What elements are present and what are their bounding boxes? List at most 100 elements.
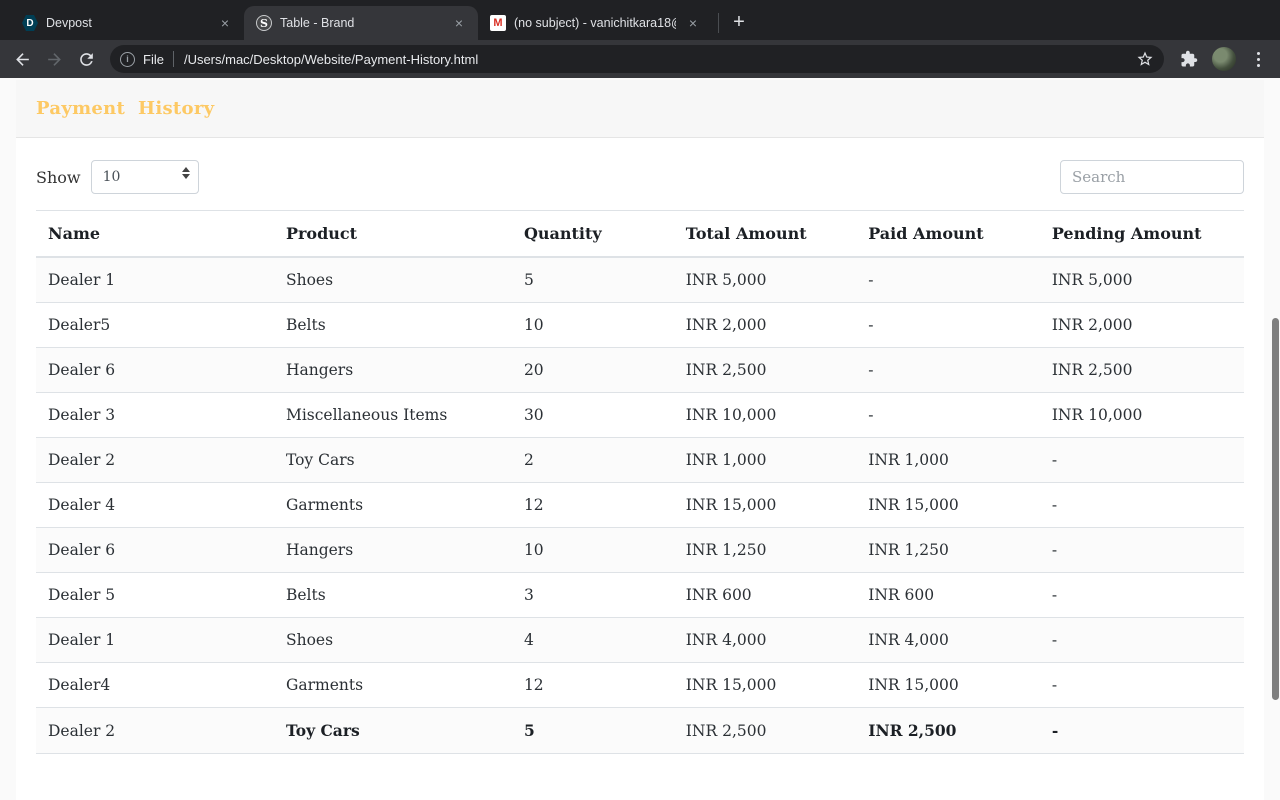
table-cell: Belts [273,302,512,348]
table-cell: INR 2,500 [673,347,857,393]
table-cell: Dealer 1 [36,617,274,663]
table-cell: Dealer 2 [36,437,274,483]
devpost-favicon-icon: D [22,15,38,31]
table-cell: INR 15,000 [673,482,857,528]
reload-button[interactable] [72,45,100,73]
table-cell: - [1039,572,1244,618]
table-cell: INR 2,000 [1039,302,1244,348]
profile-avatar[interactable] [1212,47,1236,71]
table-cell: - [1039,482,1244,528]
table-row: Dealer 1 Shoes 4 INR 4,000 INR 4,000- [36,617,1244,663]
search-input[interactable] [1060,160,1244,194]
close-icon[interactable]: × [688,15,698,31]
table-cell: - [1039,527,1244,573]
table-cell: Dealer 5 [36,572,274,618]
table-cell: INR 600 [673,572,857,618]
column-header: Name [36,210,274,258]
table-cell: 5 [511,257,674,303]
puzzle-icon [1181,50,1198,67]
table-cell: - [1039,437,1244,483]
page-title: Payment History [36,98,215,119]
table-cell: Shoes [273,617,512,663]
table-cell: Dealer5 [36,302,274,348]
table-cell: INR 4,000 [856,617,1040,663]
table-cell: INR 15,000 [856,662,1040,708]
table-cell: Belts [273,572,512,618]
table-cell: 5 [511,707,674,754]
extensions-button[interactable] [1174,44,1204,74]
table-cell: INR 5,000 [673,257,857,303]
table-cell: - [856,347,1040,393]
table-row: Dealer 6 Hangers 20 INR 2,500- INR 2,500 [36,347,1244,393]
url-path: /Users/mac/Desktop/Website/Payment-Histo… [183,51,479,67]
bookmark-star-button[interactable] [1136,50,1154,68]
table-row: Dealer 1 Shoes 5 INR 5,000- INR 5,000 [36,257,1244,303]
table-cell: INR 10,000 [1039,392,1244,438]
close-icon[interactable]: × [220,15,230,31]
table-cell: INR 2,500 [673,707,857,754]
tab-table-brand[interactable]: S Table - Brand × [244,6,478,40]
table-cell: Toy Cars [273,707,512,754]
column-header: Pending Amount [1039,210,1244,258]
table-cell: 20 [511,347,674,393]
table-header-row: Name Product Quantity Total Amount Paid Amou… [36,210,1244,258]
column-header: Paid Amount [856,210,1040,258]
table-cell: - [1039,707,1244,754]
payment-table: Name Product Quantity Total Amount Paid Amou… [36,210,1244,754]
table-cell: INR 600 [856,572,1040,618]
column-header: Total Amount [673,210,857,258]
table-cell: 4 [511,617,674,663]
table-cell: INR 1,000 [673,437,857,483]
new-tab-button[interactable]: + [733,10,745,33]
reload-icon [79,52,93,66]
table-body: Dealer 1 Shoes 5 INR 5,000- INR 5,000 Dealer5… [36,257,1244,754]
back-arrow-icon [15,52,29,66]
panel-header: Payment History [16,80,1264,138]
table-row: Dealer 4 Garments 12 INR 15,000 INR 15,000- [36,482,1244,528]
forward-arrow-icon [47,52,61,66]
table-cell: 12 [511,482,674,528]
tab-title: (no subject) - vanichitkara18@ [514,16,676,30]
table-row: Dealer 5 Belts 3 INR 600 INR 600- [36,572,1244,618]
menu-dot [1256,63,1260,67]
column-header: Quantity [511,210,674,258]
table-cell: Toy Cars [273,437,512,483]
table-cell: INR 1,000 [856,437,1040,483]
table-cell: INR 2,500 [856,707,1040,754]
table-cell: - [856,392,1040,438]
column-header: Product [273,210,512,258]
table-cell: 10 [511,302,674,348]
table-row: Dealer 2 Toy Cars 5 INR 2,500 INR 2,500- [36,707,1244,754]
scrollbar-thumb[interactable] [1272,318,1279,700]
table-cell: INR 2,500 [1039,347,1244,393]
table-cell: 12 [511,662,674,708]
table-cell: Dealer 3 [36,392,274,438]
table-cell: Dealer 6 [36,347,274,393]
url-divider [172,51,174,67]
table-cell: 30 [511,392,674,438]
tab-gmail[interactable]: M (no subject) - vanichitkara18@ × [478,6,712,40]
table-cell: Dealer 1 [36,257,274,303]
forward-button[interactable] [40,45,68,73]
table-cell: - [856,302,1040,348]
table-cell: 10 [511,527,674,573]
table-cell: Dealer4 [36,662,274,708]
table-cell: 3 [511,572,674,618]
payment-history-panel: Payment History Show 10 [16,80,1264,800]
close-icon[interactable]: × [454,15,464,31]
address-bar[interactable]: i File /Users/mac/Desktop/Website/Paymen… [110,45,1164,73]
page-info-icon[interactable]: i [120,51,135,67]
page-size-control: Show 10 [36,160,199,194]
back-button[interactable] [8,45,36,73]
browser-menu-button[interactable] [1244,45,1272,73]
browser-toolbar: i File /Users/mac/Desktop/Website/Paymen… [0,40,1280,78]
tab-title: Table - Brand [280,16,355,30]
table-wrap: Name Product Quantity Total Amount Paid Amou… [16,194,1264,754]
tab-divider [718,13,719,33]
menu-dot [1256,57,1260,61]
tab-devpost[interactable]: D Devpost × [10,6,244,40]
page-size-select[interactable]: 10 [90,160,199,194]
table-cell: INR 15,000 [673,662,857,708]
table-cell: INR 2,000 [673,302,857,348]
table-cell: Shoes [273,257,512,303]
